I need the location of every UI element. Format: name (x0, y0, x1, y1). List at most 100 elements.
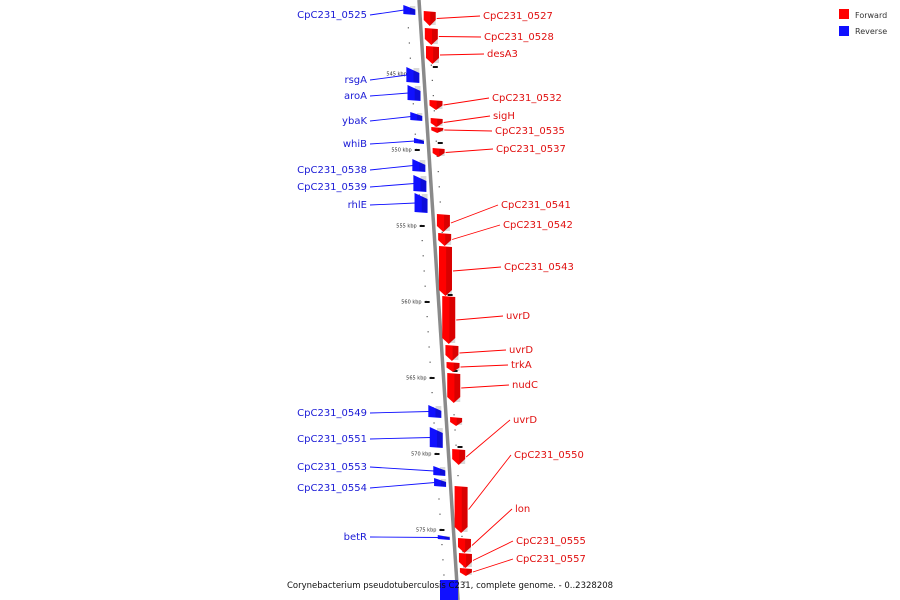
reverse-gene-leader (369, 116, 412, 122)
reverse-gene-label: whiB (343, 139, 367, 150)
reverse-gene (414, 193, 428, 213)
forward-gene-shade (433, 47, 439, 63)
reverse-gene-shade (421, 194, 428, 212)
scale-dot (438, 186, 440, 188)
scale-dot (463, 566, 465, 568)
tick-label: 550 kbp (391, 148, 411, 154)
forward-gene (458, 553, 472, 568)
scale-dot (455, 444, 457, 446)
reverse-gene-leader (369, 140, 415, 145)
forward-gene-shade (456, 418, 463, 425)
forward-gene-shade (452, 346, 459, 360)
reverse-gene-label: CpC231_0539 (297, 182, 367, 193)
scale-dot (461, 535, 463, 537)
scale-dot (441, 544, 443, 546)
forward-gene (438, 246, 452, 296)
forward-gene-label: desA3 (487, 49, 518, 60)
tick-mark (419, 225, 425, 227)
forward-gene-leader (452, 224, 501, 240)
forward-gene-leader (459, 349, 507, 354)
reverse-gene (407, 85, 421, 101)
forward-gene-leader (444, 129, 493, 132)
tick-mark (414, 149, 420, 151)
scale-dot (424, 285, 426, 287)
scale-dot (439, 513, 441, 515)
forward-gene-label: CpC231_0555 (516, 536, 586, 547)
tick-mark (434, 453, 440, 455)
reverse-gene-shade (409, 6, 416, 14)
forward-gene-leader (472, 558, 514, 573)
legend-label-forward: Forward (855, 11, 887, 20)
reverse-gene-label: CpC231_0525 (297, 10, 367, 21)
tick-label: 545 kbp (386, 72, 406, 78)
forward-gene-shade (461, 487, 468, 532)
reverse-gene-shade (439, 467, 446, 475)
forward-gene-label: trkA (511, 360, 532, 371)
scale-dot (438, 498, 440, 500)
legend-swatch-forward (839, 9, 849, 19)
reverse-gene (406, 67, 420, 83)
forward-gene-leader (460, 364, 509, 368)
scale-dot (408, 42, 410, 44)
forward-gene-shade (445, 234, 452, 245)
reverse-gene (433, 466, 446, 476)
reverse-gene (429, 427, 443, 448)
forward-gene-label: uvrD (506, 311, 530, 322)
genome-backbone (417, 0, 460, 600)
scale-dot (442, 559, 444, 561)
reverse-gene (434, 478, 447, 487)
scale-dot (430, 64, 432, 66)
forward-gene-leader (438, 36, 482, 38)
forward-gene-leader (443, 97, 490, 106)
reverse-gene-label: CpC231_0538 (297, 165, 367, 176)
reverse-gene-label: rhlE (348, 200, 367, 211)
reverse-gene-leader (369, 411, 430, 414)
forward-gene-leader (456, 315, 504, 321)
scale-dot (435, 140, 437, 142)
tick-mark (429, 377, 435, 379)
tick-mark (447, 294, 453, 296)
forward-gene-leader (450, 204, 499, 224)
forward-gene (438, 233, 452, 246)
reverse-gene-shade (413, 68, 420, 82)
tick-label: 570 kbp (411, 452, 431, 458)
forward-gene-shade (466, 554, 472, 567)
reverse-gene-shade (436, 428, 443, 447)
tick-mark (452, 370, 458, 372)
forward-gene-label: CpC231_0535 (495, 126, 565, 137)
reverse-gene-shade (444, 536, 450, 539)
tick-mark (437, 142, 443, 144)
reverse-gene (428, 405, 442, 418)
forward-gene (452, 449, 466, 465)
forward-gene-shade (439, 149, 445, 156)
reverse-gene-leader (369, 437, 431, 440)
scale-dot (436, 155, 438, 157)
reverse-gene-label: CpC231_0551 (297, 434, 367, 445)
scale-dot (426, 316, 428, 318)
reverse-gene-leader (369, 92, 409, 97)
reverse-gene-leader (369, 482, 436, 489)
forward-gene (450, 417, 463, 426)
forward-gene-shade (430, 12, 436, 25)
reverse-gene-label: CpC231_0549 (297, 408, 367, 419)
reverse-gene (413, 175, 427, 192)
reverse-gene-label: aroA (344, 91, 367, 102)
scale-dot (431, 79, 433, 81)
forward-gene-shade (431, 29, 438, 44)
reverse-gene-shade (419, 160, 426, 171)
forward-gene (430, 118, 443, 127)
reverse-gene-shade (414, 86, 421, 100)
forward-gene-shade (466, 569, 472, 575)
reverse-gene-label: rsgA (344, 75, 367, 86)
forward-gene-shade (465, 539, 471, 552)
forward-gene-label: CpC231_0537 (496, 144, 566, 155)
forward-gene-leader (465, 419, 511, 458)
forward-gene (429, 100, 443, 110)
forward-gene (432, 148, 445, 157)
scale-dot (414, 133, 416, 135)
reverse-gene (437, 535, 450, 540)
scale-dot (421, 240, 423, 242)
reverse-gene-leader (369, 74, 408, 81)
forward-gene (442, 296, 456, 344)
reverse-gene (412, 159, 426, 172)
